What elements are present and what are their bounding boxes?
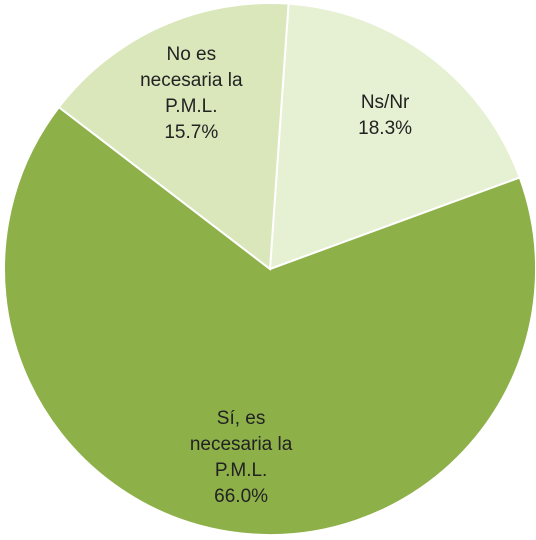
category-label: No es necesaria la P.M.L.: [140, 44, 243, 118]
category-label: Sí, es necesaria la P.M.L.: [189, 408, 293, 482]
value-label: 66.0%: [214, 486, 269, 508]
slice-label: Sí, es necesaria la P.M.L. 66.0%: [181, 406, 301, 510]
value-label: 15.7%: [164, 122, 219, 144]
value-label: 18.3%: [358, 117, 413, 139]
pie-slice: [57, 2, 290, 271]
category-label: Ns/Nr: [360, 91, 410, 113]
pie-slice: [3, 105, 536, 536]
pie-slice: [268, 2, 522, 271]
slice-label: No es necesaria la P.M.L. 15.7%: [131, 42, 251, 146]
slice-label: Ns/Nr 18.3%: [325, 90, 445, 142]
